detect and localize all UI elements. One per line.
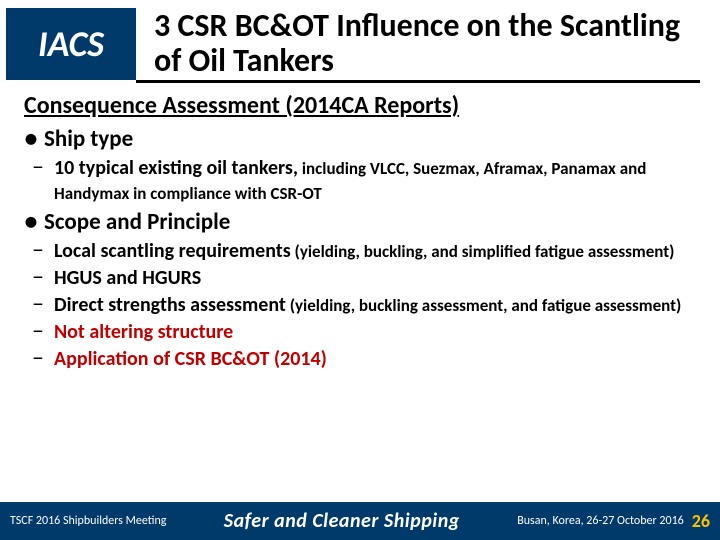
header: IACS 3 CSR BC&OT Influence on the Scantl… xyxy=(0,0,720,83)
bullet-local-scantling: – Local scantling requirements (yielding… xyxy=(32,239,696,264)
slide-title: 3 CSR BC&OT Influence on the Scantling o… xyxy=(136,8,700,83)
bullet-main: 10 typical existing oil tankers, xyxy=(54,156,298,180)
content-area: Consequence Assessment (2014CA Reports) … xyxy=(0,83,720,502)
bullet-text: Ship type xyxy=(44,125,133,154)
dash-marker: – xyxy=(32,293,54,318)
footer-tagline: Safer and Cleaner Shipping xyxy=(166,509,517,533)
slide: IACS 3 CSR BC&OT Influence on the Scantl… xyxy=(0,0,720,540)
bullet-text: Local scantling requirements (yielding, … xyxy=(54,239,674,264)
logo-text: IACS xyxy=(38,22,104,66)
bullet-main: Direct strengths assessment xyxy=(54,293,286,317)
bullet-application-csr: – Application of CSR BC&OT (2014) xyxy=(32,347,696,372)
dash-marker: – xyxy=(32,320,54,345)
bullet-marker: ● xyxy=(24,125,44,154)
bullet-text: 10 typical existing oil tankers, includi… xyxy=(54,156,696,206)
dash-marker: – xyxy=(32,156,54,206)
bullet-marker: ● xyxy=(24,208,44,237)
iacs-logo: IACS xyxy=(6,8,136,80)
footer-right: Busan, Korea, 26-27 October 2016 xyxy=(517,514,684,528)
bullet-note: (yielding, buckling, and simplified fati… xyxy=(291,241,675,262)
bullet-scope-principle: ● Scope and Principle xyxy=(24,208,696,237)
bullet-text: Scope and Principle xyxy=(44,208,230,237)
bullet-text: Not altering structure xyxy=(54,320,233,345)
page-number: 26 xyxy=(692,510,710,532)
section-heading: Consequence Assessment (2014CA Reports) xyxy=(24,91,696,121)
dash-marker: – xyxy=(32,239,54,264)
bullet-ship-type: ● Ship type xyxy=(24,125,696,154)
bullet-main: Local scantling requirements xyxy=(54,239,291,263)
bullet-note: (yielding, buckling assessment, and fati… xyxy=(286,295,681,316)
bullet-hgus-hgurs: – HGUS and HGURS xyxy=(32,266,696,291)
bullet-text: Application of CSR BC&OT (2014) xyxy=(54,347,327,372)
footer-left: TSCF 2016 Shipbuilders Meeting xyxy=(10,514,166,528)
footer: TSCF 2016 Shipbuilders Meeting Safer and… xyxy=(0,502,720,540)
bullet-not-altering: – Not altering structure xyxy=(32,320,696,345)
bullet-ten-tankers: – 10 typical existing oil tankers, inclu… xyxy=(32,156,696,206)
dash-marker: – xyxy=(32,266,54,291)
bullet-text: HGUS and HGURS xyxy=(54,266,201,291)
bullet-direct-strengths: – Direct strengths assessment (yielding,… xyxy=(32,293,696,318)
bullet-text: Direct strengths assessment (yielding, b… xyxy=(54,293,681,318)
dash-marker: – xyxy=(32,347,54,372)
